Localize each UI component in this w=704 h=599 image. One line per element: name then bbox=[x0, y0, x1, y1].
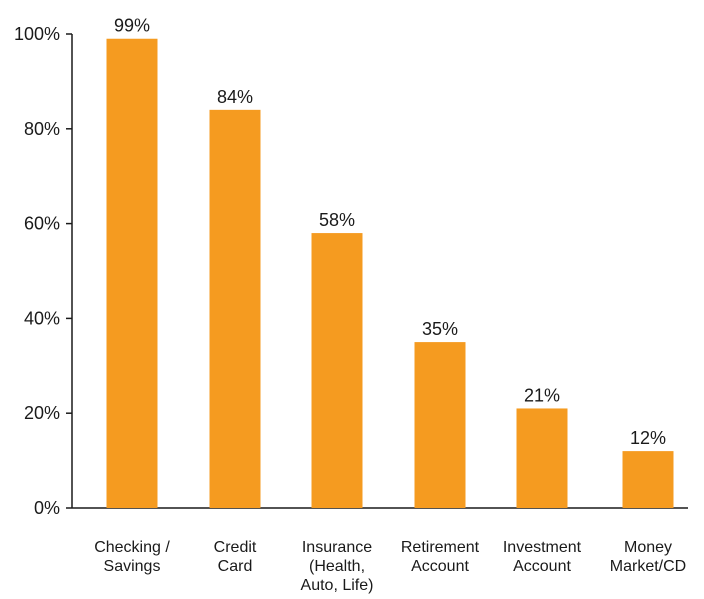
data-label: 99% bbox=[114, 16, 150, 36]
bar bbox=[311, 233, 363, 508]
x-category-label: Checking / Savings bbox=[94, 539, 170, 575]
y-tick-label: 20% bbox=[24, 403, 60, 423]
x-category-label: Money Market/CD bbox=[610, 539, 686, 575]
data-label: 12% bbox=[630, 428, 666, 448]
bar bbox=[414, 342, 466, 508]
bar bbox=[106, 38, 158, 509]
y-tick-label: 100% bbox=[14, 24, 60, 44]
data-label: 35% bbox=[422, 319, 458, 339]
y-tick-label: 80% bbox=[24, 119, 60, 139]
bar bbox=[516, 408, 568, 508]
bar bbox=[622, 451, 674, 508]
y-tick-label: 0% bbox=[34, 498, 60, 518]
bar bbox=[209, 109, 261, 508]
data-label: 21% bbox=[524, 385, 560, 405]
data-label: 58% bbox=[319, 210, 355, 230]
x-category-label: Investment Account bbox=[503, 539, 582, 575]
data-label: 84% bbox=[217, 87, 253, 107]
x-category-label: Retirement Account bbox=[401, 539, 480, 575]
x-category-label: Insurance (Health, Auto, Life) bbox=[301, 539, 374, 594]
y-tick-label: 40% bbox=[24, 308, 60, 328]
x-category-label: Credit Card bbox=[214, 539, 257, 575]
y-tick-label: 60% bbox=[24, 214, 60, 234]
